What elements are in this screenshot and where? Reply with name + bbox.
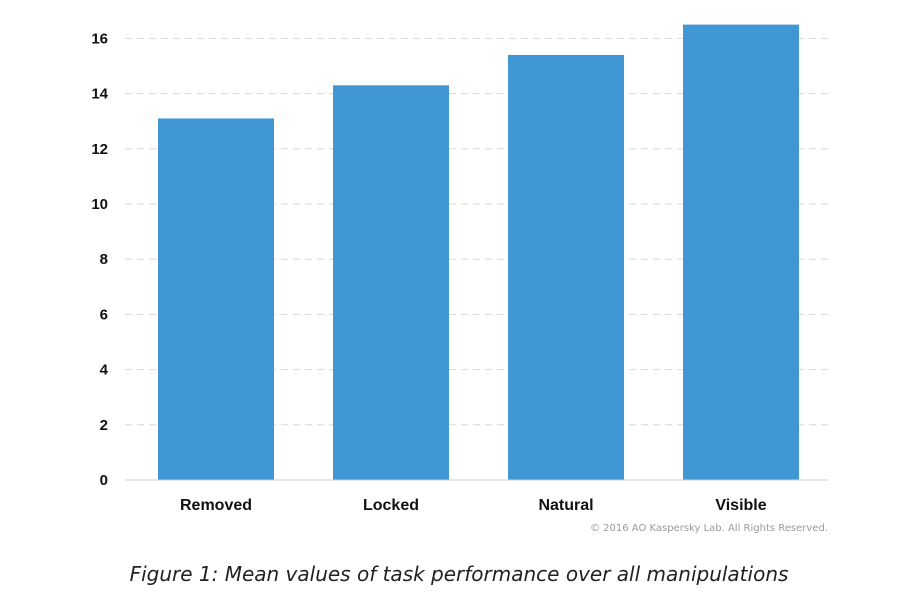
gridlines [125,37,828,426]
y-tick-label: 16 [91,30,108,47]
y-tick-label: 4 [100,362,109,379]
bar-natural [508,54,624,481]
bars [158,24,799,481]
x-tick-label: Natural [538,497,593,514]
x-tick-label: Visible [715,497,766,514]
x-tick-label: Removed [180,497,252,514]
y-tick-label: 6 [100,306,108,323]
bar-visible [683,24,799,480]
bar-locked [333,85,449,480]
figure-caption: Figure 1: Mean values of task performanc… [129,562,789,586]
copyright-notice: © 2016 AO Kaspersky Lab. All Rights Rese… [589,523,828,534]
y-axis-ticks: 0 2 4 6 8 10 12 14 16 [91,30,108,489]
y-tick-label: 0 [100,472,108,489]
y-tick-label: 14 [91,86,108,103]
y-tick-label: 2 [100,417,108,434]
x-tick-label: Locked [363,497,419,514]
y-tick-label: 12 [91,141,108,158]
bar-removed [158,118,274,480]
bar-chart: 0 2 4 6 8 10 12 14 16 Removed Locked Natural Visibl… [91,24,828,514]
y-tick-label: 10 [91,196,108,213]
x-axis-ticks: Removed Locked Natural Visible [180,497,767,514]
y-tick-label: 8 [100,251,108,268]
